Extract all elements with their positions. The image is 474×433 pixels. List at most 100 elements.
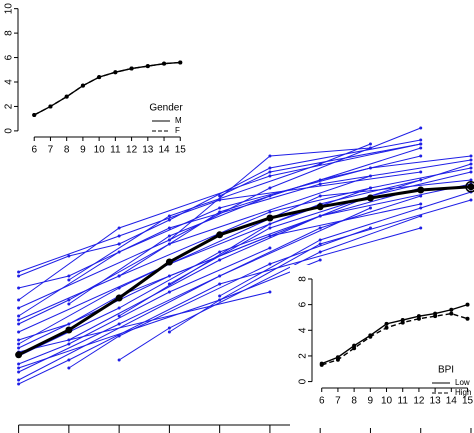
point xyxy=(266,214,274,222)
point xyxy=(218,250,222,254)
point xyxy=(115,294,123,302)
point xyxy=(368,146,372,150)
point xyxy=(167,226,171,230)
point xyxy=(218,282,222,286)
point xyxy=(469,198,473,202)
point xyxy=(416,316,421,321)
point xyxy=(67,274,71,278)
point xyxy=(268,174,272,178)
trajectory xyxy=(68,143,371,281)
point xyxy=(419,206,423,210)
point xyxy=(318,182,322,186)
point xyxy=(465,302,470,307)
point xyxy=(97,75,102,80)
trajectory xyxy=(18,243,120,277)
x-tick-label: 6 xyxy=(31,145,37,156)
point xyxy=(17,362,21,366)
point xyxy=(162,61,167,66)
x-tick-label: 9 xyxy=(80,145,86,156)
point xyxy=(268,210,272,214)
point xyxy=(268,166,272,170)
legend-label: M xyxy=(175,116,182,125)
point xyxy=(67,278,71,282)
trajectory xyxy=(321,312,468,366)
point xyxy=(368,186,372,190)
point xyxy=(449,307,454,312)
x-tick-label: 10 xyxy=(94,145,106,156)
point xyxy=(318,226,322,230)
point xyxy=(65,326,73,334)
point xyxy=(417,186,425,194)
point xyxy=(268,186,272,190)
point xyxy=(218,274,222,278)
point xyxy=(218,210,222,214)
point xyxy=(368,206,372,210)
x-tick-label: 12 xyxy=(413,396,425,407)
point xyxy=(268,290,272,294)
point xyxy=(17,314,21,318)
point xyxy=(17,366,21,370)
point xyxy=(117,334,121,338)
point xyxy=(17,322,21,326)
point xyxy=(319,362,324,367)
legend-label: High xyxy=(455,388,471,397)
trajectory xyxy=(18,187,371,321)
x-tick-label: 15 xyxy=(462,396,474,407)
point xyxy=(17,338,21,342)
trajectory xyxy=(68,147,421,305)
point xyxy=(117,306,121,310)
point xyxy=(178,60,183,65)
x-tick-label: 15 xyxy=(175,145,187,156)
point xyxy=(167,218,171,222)
point xyxy=(419,170,423,174)
x-tick-label: 13 xyxy=(142,145,154,156)
point xyxy=(368,334,373,339)
x-tick-label: 12 xyxy=(126,145,138,156)
point xyxy=(67,254,71,258)
point xyxy=(117,234,121,238)
point xyxy=(467,183,474,191)
point xyxy=(218,298,222,302)
point xyxy=(17,306,21,310)
point xyxy=(17,274,21,278)
x-tick-label: 6 xyxy=(319,396,325,407)
point xyxy=(218,194,222,198)
point xyxy=(167,238,171,242)
point xyxy=(318,214,322,218)
point xyxy=(117,286,121,290)
point xyxy=(419,226,423,230)
point xyxy=(268,154,272,158)
point xyxy=(419,202,423,206)
point xyxy=(17,286,21,290)
trajectory xyxy=(68,227,371,369)
point xyxy=(465,316,470,321)
point xyxy=(17,382,21,386)
point xyxy=(469,178,473,182)
trajectory xyxy=(18,171,472,349)
point xyxy=(167,274,171,278)
point xyxy=(17,318,21,322)
point xyxy=(17,346,21,350)
point xyxy=(117,322,121,326)
point xyxy=(352,346,357,351)
legend-label: F xyxy=(175,126,180,135)
point xyxy=(165,258,173,266)
y-tick-label: 8 xyxy=(298,276,309,282)
x-tick-label: 10 xyxy=(381,396,393,407)
trajectory xyxy=(33,61,181,116)
trajectory xyxy=(18,291,271,353)
point xyxy=(145,64,150,69)
x-tick-label: 8 xyxy=(351,396,357,407)
x-tick-label: 7 xyxy=(335,396,341,407)
x-tick-label: 13 xyxy=(430,396,442,407)
point xyxy=(80,83,85,88)
point xyxy=(419,146,423,150)
point xyxy=(268,246,272,250)
y-tick-label: 8 xyxy=(4,30,15,36)
point xyxy=(17,378,21,382)
y-tick-label: 0 xyxy=(4,128,15,134)
point xyxy=(449,311,454,316)
trajectory xyxy=(18,175,371,325)
point xyxy=(419,126,423,130)
